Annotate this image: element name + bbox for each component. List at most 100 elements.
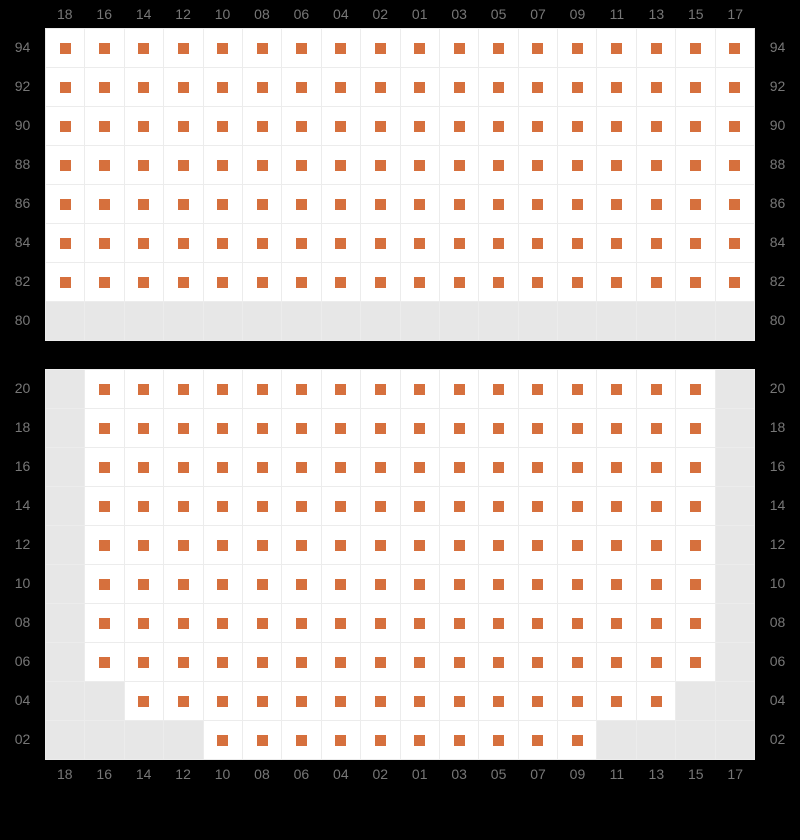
seat[interactable]	[400, 263, 439, 301]
seat[interactable]	[675, 487, 714, 525]
seat[interactable]	[360, 107, 399, 145]
seat[interactable]	[321, 448, 360, 486]
seat[interactable]	[124, 370, 163, 408]
seat[interactable]	[84, 107, 123, 145]
seat[interactable]	[439, 487, 478, 525]
seat[interactable]	[400, 721, 439, 759]
seat[interactable]	[557, 224, 596, 262]
seat[interactable]	[203, 721, 242, 759]
seat[interactable]	[360, 565, 399, 603]
seat[interactable]	[439, 682, 478, 720]
seat[interactable]	[163, 448, 202, 486]
seat[interactable]	[675, 29, 714, 67]
seat[interactable]	[163, 526, 202, 564]
seat[interactable]	[84, 526, 123, 564]
seat[interactable]	[242, 185, 281, 223]
seat[interactable]	[557, 487, 596, 525]
seat[interactable]	[596, 29, 635, 67]
seat[interactable]	[675, 565, 714, 603]
seat[interactable]	[439, 448, 478, 486]
seat[interactable]	[557, 146, 596, 184]
seat[interactable]	[636, 682, 675, 720]
seat[interactable]	[203, 682, 242, 720]
seat[interactable]	[518, 487, 557, 525]
seat[interactable]	[203, 643, 242, 681]
seat[interactable]	[360, 487, 399, 525]
seat[interactable]	[163, 604, 202, 642]
seat[interactable]	[360, 526, 399, 564]
seat[interactable]	[715, 29, 754, 67]
seat[interactable]	[321, 263, 360, 301]
seat[interactable]	[636, 643, 675, 681]
seat[interactable]	[281, 185, 320, 223]
seat[interactable]	[360, 721, 399, 759]
seat[interactable]	[321, 409, 360, 447]
seat[interactable]	[46, 68, 84, 106]
seat[interactable]	[478, 448, 517, 486]
seat[interactable]	[203, 224, 242, 262]
seat[interactable]	[281, 526, 320, 564]
seat[interactable]	[84, 263, 123, 301]
seat[interactable]	[321, 526, 360, 564]
seat[interactable]	[242, 370, 281, 408]
seat[interactable]	[321, 370, 360, 408]
seat[interactable]	[242, 682, 281, 720]
seat[interactable]	[360, 263, 399, 301]
seat[interactable]	[203, 185, 242, 223]
seat[interactable]	[281, 565, 320, 603]
seat[interactable]	[439, 565, 478, 603]
seat[interactable]	[124, 68, 163, 106]
seat[interactable]	[124, 604, 163, 642]
seat[interactable]	[46, 224, 84, 262]
seat[interactable]	[518, 107, 557, 145]
seat[interactable]	[675, 185, 714, 223]
seat[interactable]	[203, 107, 242, 145]
seat[interactable]	[478, 224, 517, 262]
seat[interactable]	[124, 487, 163, 525]
seat[interactable]	[203, 526, 242, 564]
seat[interactable]	[321, 146, 360, 184]
seat[interactable]	[321, 565, 360, 603]
seat[interactable]	[439, 604, 478, 642]
seat[interactable]	[163, 370, 202, 408]
seat[interactable]	[360, 370, 399, 408]
seat[interactable]	[46, 146, 84, 184]
seat[interactable]	[124, 224, 163, 262]
seat[interactable]	[124, 448, 163, 486]
seat[interactable]	[478, 721, 517, 759]
seat[interactable]	[242, 721, 281, 759]
seat[interactable]	[518, 526, 557, 564]
seat[interactable]	[715, 185, 754, 223]
seat[interactable]	[675, 643, 714, 681]
seat[interactable]	[596, 146, 635, 184]
seat[interactable]	[124, 526, 163, 564]
seat[interactable]	[281, 263, 320, 301]
seat[interactable]	[242, 604, 281, 642]
seat[interactable]	[636, 29, 675, 67]
seat[interactable]	[84, 224, 123, 262]
seat[interactable]	[281, 224, 320, 262]
seat[interactable]	[636, 263, 675, 301]
seat[interactable]	[84, 68, 123, 106]
seat[interactable]	[281, 643, 320, 681]
seat[interactable]	[84, 29, 123, 67]
seat[interactable]	[360, 604, 399, 642]
seat[interactable]	[518, 409, 557, 447]
seat[interactable]	[203, 604, 242, 642]
seat[interactable]	[518, 682, 557, 720]
seat[interactable]	[281, 721, 320, 759]
seat[interactable]	[715, 107, 754, 145]
seat[interactable]	[163, 487, 202, 525]
seat[interactable]	[203, 409, 242, 447]
seat[interactable]	[596, 185, 635, 223]
seat[interactable]	[636, 68, 675, 106]
seat[interactable]	[203, 263, 242, 301]
seat[interactable]	[596, 682, 635, 720]
seat[interactable]	[400, 682, 439, 720]
seat[interactable]	[518, 29, 557, 67]
seat[interactable]	[203, 370, 242, 408]
seat[interactable]	[557, 643, 596, 681]
seat[interactable]	[360, 146, 399, 184]
seat[interactable]	[439, 107, 478, 145]
seat[interactable]	[675, 409, 714, 447]
